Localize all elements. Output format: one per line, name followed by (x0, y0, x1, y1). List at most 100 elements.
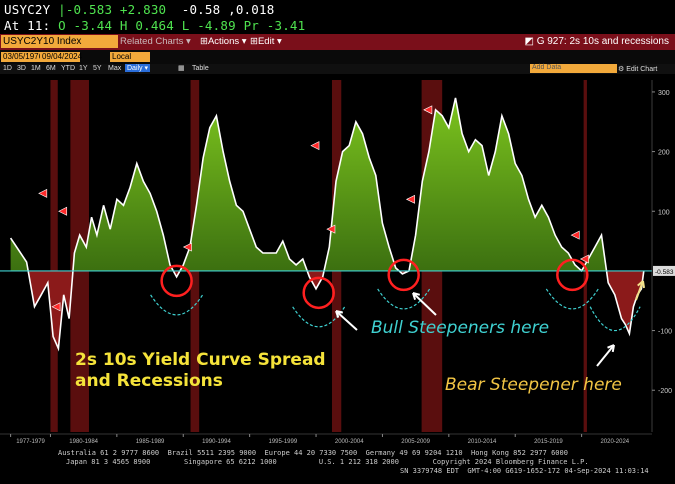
chart-title: ◩ G 927: 2s 10s and recessions (524, 36, 669, 47)
period-1d[interactable]: 1D (3, 65, 12, 72)
actions-label: Actions ▾ (207, 36, 247, 47)
last-value-label: -0.583 (655, 269, 674, 276)
bull-arrow-1-head (335, 310, 344, 318)
chart-icon: ◩ (524, 36, 537, 47)
edit-label: Edit ▾ (257, 36, 282, 47)
bull-steepener-label: Bull Steepeners here (371, 318, 550, 338)
last-value-box (653, 265, 675, 276)
positive-area (10, 97, 644, 271)
recession-marker (182, 242, 192, 252)
time-stamp: At 11: (4, 18, 51, 33)
y-tick-label: -200 (658, 388, 672, 395)
command-bar: USYC2Y10 Index Related Charts ▾ ⊞Actions… (0, 34, 675, 50)
security-field[interactable]: USYC2Y10 Index (1, 35, 118, 48)
x-tick-label: 2020-2024 (600, 439, 629, 445)
chart-title-text: G 927: 2s 10s and recessions (536, 36, 669, 47)
edit-chart-icon: ⚙ (618, 66, 627, 73)
x-tick-label: 2010-2014 (468, 439, 497, 445)
recession-marker (405, 194, 415, 204)
edit-menu[interactable]: ⊞Edit ▾ (250, 36, 282, 47)
period-max[interactable]: Max (108, 65, 122, 72)
recession-band (50, 80, 58, 432)
recession-marker (310, 141, 320, 151)
edit-chart-label: Edit Chart (626, 66, 658, 73)
trough-arc (150, 294, 204, 316)
last-price: |-0.583 (58, 2, 113, 17)
bull-arrow-1 (335, 310, 358, 331)
footer-line-2: Japan 81 3 4565 8900 Singapore 65 6212 1… (66, 458, 589, 466)
footer-line-1: Australia 61 2 9777 8600 Brazil 5511 239… (58, 449, 568, 457)
table-icon[interactable]: ▦ (178, 65, 185, 72)
quote-line-2: At 11: O -3.44 H 0.464 L -4.89 Pr -3.41 (4, 18, 305, 33)
inversion-circle (302, 276, 335, 310)
recession-marker (58, 206, 68, 216)
related-charts-dropdown[interactable]: Related Charts ▾ (120, 36, 191, 47)
recession-marker (423, 105, 433, 115)
footer: Australia 61 2 9777 8600 Brazil 5511 239… (0, 445, 675, 484)
y-tick-label: 300 (658, 90, 670, 97)
bear-steepener-label: Bear Steepener here (445, 375, 622, 395)
period-row: 1D 3D 1M 6M YTD 1Y 5Y Max Daily ▾ ▦ Tabl… (0, 64, 675, 74)
y-axis: 300 200 100 -100 -200 -0.583 (651, 80, 675, 432)
net-change: +2.830 (119, 2, 167, 17)
footer-line-3: SN 3379748 EDT GMT-4:00 G619-1652-172 04… (400, 467, 649, 475)
bull-arrow-2-head (412, 292, 421, 300)
recession-band (583, 80, 587, 432)
bear-arrow-2 (635, 280, 644, 301)
bid-ask: -0.58 ,0.018 (181, 2, 275, 17)
actions-icon: ⊞ (200, 36, 208, 47)
period-6m[interactable]: 6M (46, 65, 56, 72)
period-5y[interactable]: 5Y (93, 65, 102, 72)
open-value: O -3.44 (58, 18, 113, 33)
inversion-circle (387, 258, 420, 292)
end-date-input[interactable]: 09/04/2024 (40, 52, 83, 62)
inversion-circle (160, 264, 193, 298)
x-tick-label: 1980-1984 (69, 439, 98, 445)
y-tick-label: -100 (658, 329, 672, 336)
recession-marker (51, 302, 61, 312)
x-tick-label: 2005-2009 (401, 439, 430, 445)
bull-arrow-2 (412, 292, 437, 316)
x-tick-label: 2000-2004 (335, 439, 364, 445)
headline-line-2: and Recessions (75, 371, 223, 391)
edit-icon: ⊞ (250, 36, 258, 47)
ticker: USYC2Y (4, 2, 51, 17)
actions-menu[interactable]: ⊞Actions ▾ (200, 36, 247, 47)
inversion-circle (556, 258, 589, 292)
trough-arc (545, 288, 599, 310)
period-bar (0, 64, 675, 74)
frequency-select[interactable]: Daily ▾ (125, 64, 151, 72)
recession-marker (579, 254, 589, 264)
period-ytd[interactable]: YTD (61, 65, 75, 72)
bear-arrow-1 (596, 344, 615, 367)
quote-header: USYC2Y |-0.583 +2.830 -0.58 ,0.018 At 11… (0, 0, 675, 34)
range-toolbar: 03/05/1976 09/04/2024 Local CCY (0, 50, 675, 71)
y-tick-label: 100 (658, 209, 670, 216)
bear-trough-arc (589, 306, 641, 332)
x-tick-label: 2015-2019 (534, 439, 563, 445)
x-tick-label: 1977-1979 (16, 439, 45, 445)
add-data-input[interactable]: Add Data (530, 64, 617, 73)
x-tick-label: 1990-1994 (202, 439, 231, 445)
table-button[interactable]: Table (192, 65, 209, 72)
start-date-input[interactable]: 03/05/1976 (1, 52, 44, 62)
recession-marker (38, 188, 48, 198)
headline-line-1: 2s 10s Yield Curve Spread (75, 350, 326, 370)
period-3d[interactable]: 3D (17, 65, 26, 72)
x-tick-label: 1985-1989 (136, 439, 165, 445)
x-tick-label: 1995-1999 (268, 439, 297, 445)
bear-arrow-2-head (637, 280, 646, 289)
edit-chart-button[interactable]: ⚙ Edit Chart (618, 65, 657, 73)
bear-arrow-1-head (607, 344, 615, 353)
spread-line (9, 97, 645, 352)
low-value: L -4.89 (181, 18, 236, 33)
prev-value: Pr -3.41 (243, 18, 306, 33)
trough-arc (377, 288, 431, 310)
spread-area (9, 97, 645, 352)
headline: 2s 10s Yield Curve Spread and Recessions (75, 350, 326, 392)
period-1m[interactable]: 1M (31, 65, 41, 72)
y-tick-label: 200 (658, 150, 670, 157)
period-1y[interactable]: 1Y (79, 65, 88, 72)
annotations-layer (38, 105, 646, 367)
